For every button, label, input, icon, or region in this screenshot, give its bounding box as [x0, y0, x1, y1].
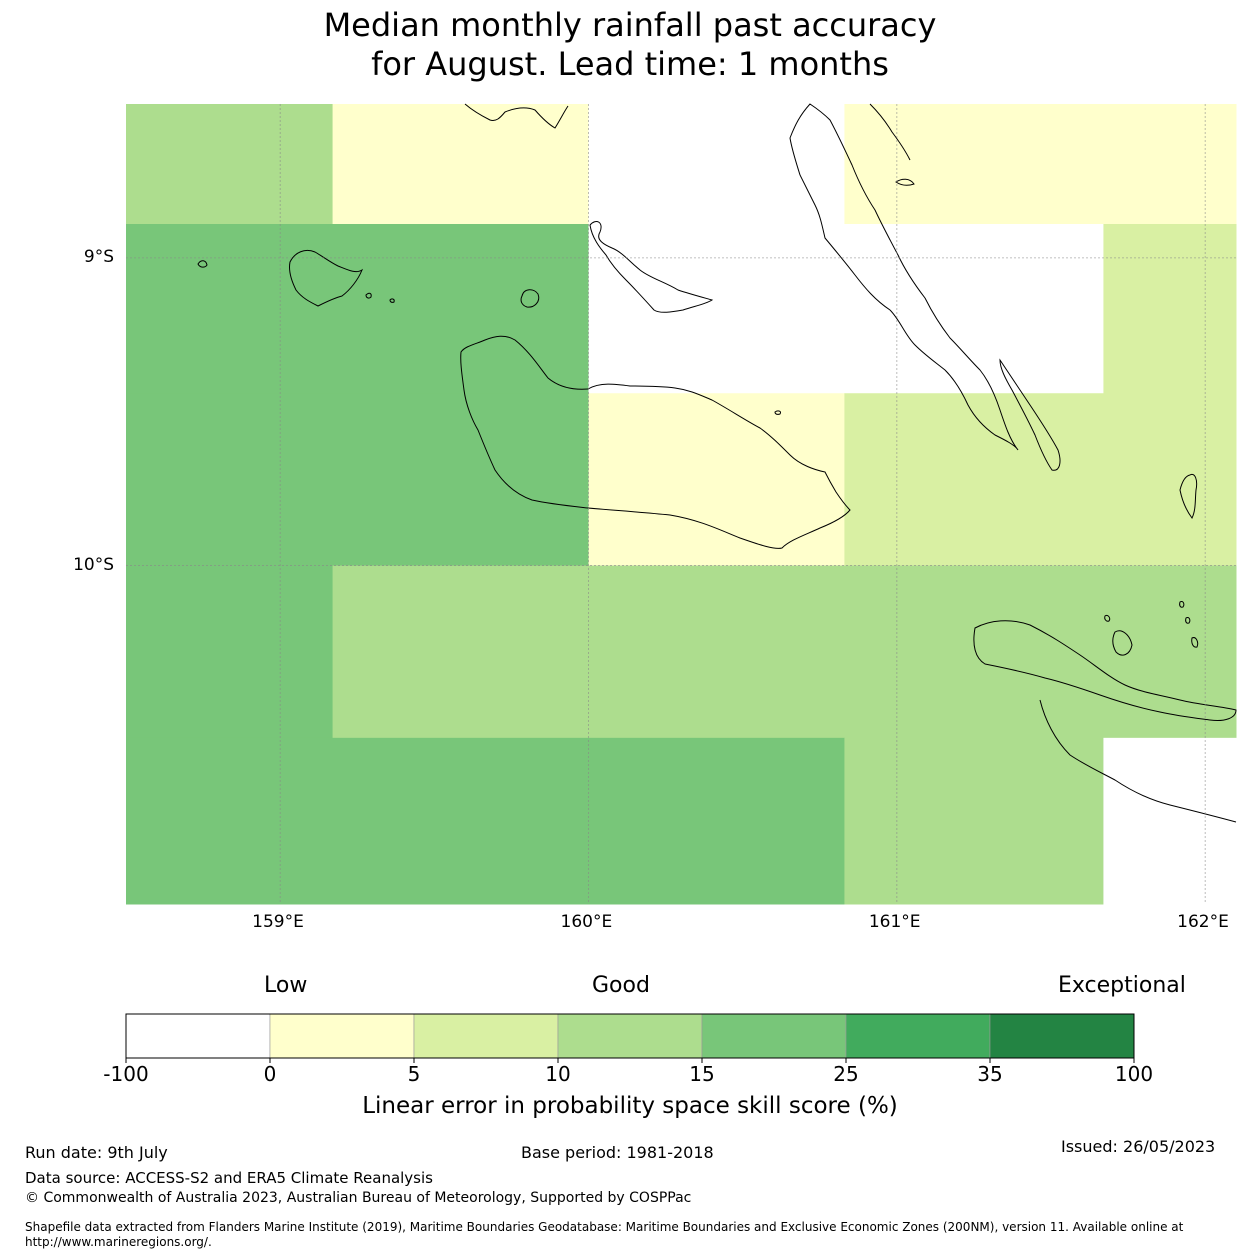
coastlines: [197, 103, 1237, 823]
coastline-small-island-4: [774, 410, 781, 415]
coastline-new-georgia-fragment: [464, 103, 569, 129]
lat-lon-grid: [126, 104, 1236, 904]
colorbar-swatch-2: [413, 1013, 559, 1059]
lat-tick-label: 10°S: [73, 554, 114, 575]
grid-cell-12: [126, 737, 845, 905]
colorbar-tick-label: 0: [263, 1062, 277, 1086]
grid-cell-4: [126, 224, 589, 394]
legend-low-label: Low: [264, 973, 308, 998]
grid-cell-3: [844, 104, 1237, 225]
coastline-small-island-9: [1191, 637, 1199, 648]
coastline-maramasike: [999, 358, 1061, 471]
grid-cell-13: [844, 737, 1104, 905]
colorbar-tick-label: 10: [545, 1062, 571, 1086]
coastline-florida-islands: [589, 221, 714, 313]
coastline-small-island-2: [389, 298, 395, 303]
colorbar-tick-label: 5: [407, 1062, 421, 1086]
coastline-small-malaita: [869, 103, 911, 161]
legend-good-label: Good: [592, 973, 650, 998]
grid-cell-11: [332, 565, 1237, 739]
skill-grid-cells: [126, 104, 1237, 905]
grid-cell-9: [844, 393, 1237, 567]
grid-cell-2: [588, 104, 845, 225]
legend-exceptional-label: Exceptional: [1058, 973, 1186, 998]
grid-cell-5: [588, 224, 1104, 394]
colorbar-tick-label: 25: [833, 1062, 859, 1086]
colorbar-swatch-5: [845, 1013, 991, 1059]
colorbar-outline: [125, 1013, 1135, 1059]
coastline-small-island-8: [1185, 617, 1191, 624]
coastline-savo: [520, 289, 540, 308]
coastline-lower-east: [1039, 699, 1237, 823]
grid-cell-0: [126, 104, 334, 225]
grid-cell-7: [126, 393, 589, 567]
colorbar-swatch-1: [269, 1013, 415, 1059]
chart-title-line2: for August. Lead time: 1 months: [371, 45, 889, 83]
grid-cell-6: [1103, 224, 1237, 394]
coastline-makira: [973, 620, 1237, 721]
colorbar-swatch-0: [125, 1013, 271, 1059]
coastline-small-island-1: [197, 260, 208, 268]
lon-tick-label: 161°E: [868, 912, 921, 932]
coastline-small-island-6: [1104, 615, 1111, 622]
coastline-small-island-3: [365, 292, 372, 299]
lat-tick-label: 9°S: [83, 246, 114, 267]
coastline-russell-islands: [289, 249, 364, 307]
data-source: Data source: ACCESS-S2 and ERA5 Climate …: [25, 1169, 433, 1187]
lon-tick-label: 159°E: [252, 912, 304, 932]
colorbar: [125, 1013, 1135, 1063]
shapefile-credit-line1: Shapefile data extracted from Flanders M…: [25, 1220, 1184, 1234]
colorbar-tick-label: 35: [977, 1062, 1003, 1086]
coastline-small-island-7: [1179, 601, 1185, 608]
coastline-island-east: [1179, 473, 1198, 519]
chart-title-line1: Median monthly rainfall past accuracy: [323, 6, 937, 44]
shapefile-credit-line2: http://www.marineregions.org/.: [25, 1235, 212, 1249]
coastline-small-island-5: [895, 178, 915, 186]
colorbar-swatch-6: [989, 1013, 1135, 1059]
colorbar-tick-label: 100: [1114, 1062, 1154, 1086]
copyright: © Commonwealth of Australia 2023, Austra…: [25, 1190, 692, 1206]
grid-cell-14: [1103, 737, 1237, 905]
grid-cell-10: [126, 565, 334, 739]
run-date: Run date: 9th July: [25, 1143, 168, 1162]
coastline-guadalcanal: [460, 335, 851, 549]
colorbar-swatch-3: [557, 1013, 703, 1059]
grid-cell-1: [332, 104, 589, 225]
coastline-malaita: [789, 103, 1019, 451]
base-period: Base period: 1981-2018: [521, 1143, 714, 1162]
grid-cell-8: [588, 393, 845, 567]
colorbar-tick-label: 15: [689, 1062, 715, 1086]
lon-tick-label: 160°E: [560, 912, 613, 932]
colorbar-title: Linear error in probability space skill …: [362, 1093, 898, 1119]
issued-date: Issued: 26/05/2023: [1061, 1137, 1216, 1156]
colorbar-swatch-4: [701, 1013, 847, 1059]
coastline-ugi: [1112, 630, 1133, 656]
lon-tick-label: 162°E: [1177, 912, 1229, 932]
colorbar-tick-label: -100: [103, 1062, 149, 1086]
